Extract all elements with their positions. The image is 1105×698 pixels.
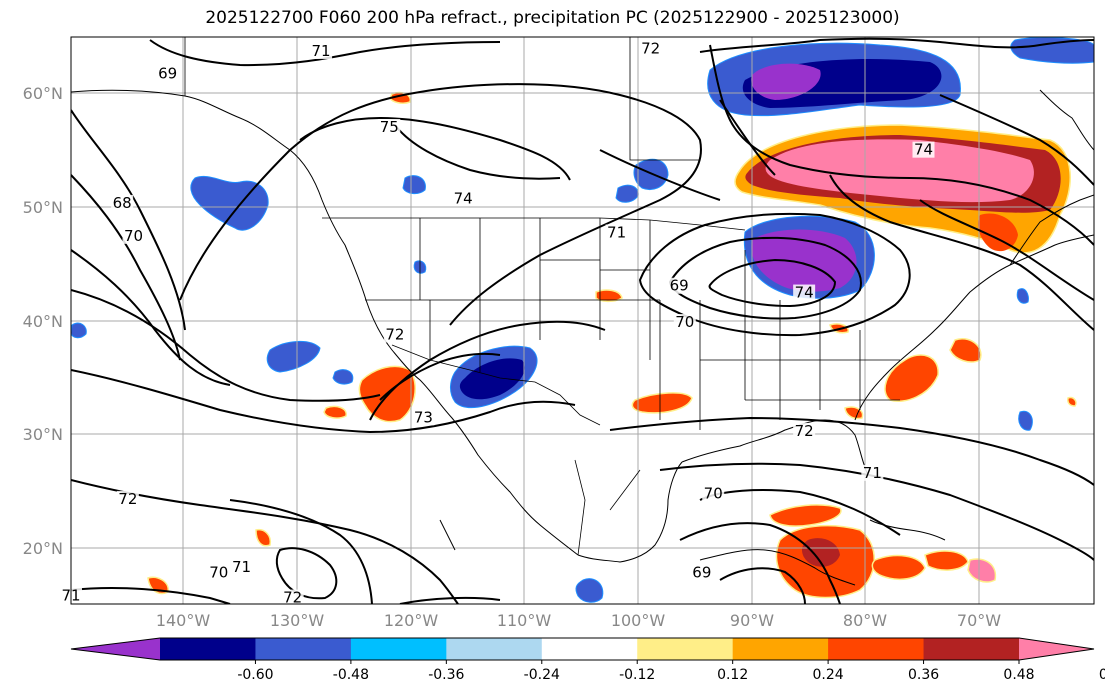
contour-label: 69	[158, 65, 177, 83]
contour-label-bg	[793, 284, 816, 301]
colorbar-extend-low	[71, 638, 160, 660]
colorbar-label: -0.60	[237, 667, 273, 683]
lon-label-110w: 110°W	[497, 611, 552, 630]
contour-label: 75	[380, 118, 399, 136]
contour-label-bg	[111, 194, 134, 211]
lon-label-80w: 80°W	[843, 611, 887, 630]
colorbar-label: 0.24	[813, 667, 844, 683]
lon-label-140w: 140°W	[156, 611, 211, 630]
colorbar-label: -0.24	[524, 667, 560, 683]
contour-label-bg	[156, 65, 179, 82]
contour-label: 69	[670, 277, 689, 295]
contour-label: 72	[118, 490, 137, 508]
contour-label-bg	[793, 422, 816, 439]
lon-label-90w: 90°W	[730, 611, 774, 630]
contour-label-bg	[378, 118, 401, 135]
lat-label-20n: 20°N	[23, 539, 63, 558]
contour-label-bg	[605, 224, 628, 241]
contour-label: 71	[607, 223, 626, 241]
contour-label: 74	[914, 141, 933, 159]
lat-label-60n: 60°N	[23, 84, 63, 103]
contour-label: 71	[312, 42, 331, 60]
contour-label-bg	[412, 409, 435, 426]
contour-label: 72	[283, 589, 302, 607]
longitude-labels: 140°W 130°W 120°W 110°W 100°W 90°W 80°W …	[156, 611, 1001, 630]
contour-label-bg	[639, 40, 662, 57]
colorbar: -0.60 -0.48 -0.36 -0.24 -0.12 0.12 0.24 0.36 0.4…	[70, 637, 1105, 683]
colorbar-segment	[160, 638, 256, 660]
contour-label-bg	[310, 43, 333, 60]
contour-label: 74	[454, 189, 473, 207]
colorbar-segment	[828, 638, 925, 660]
contour-label: 69	[692, 564, 711, 582]
contour-label-bg	[122, 227, 145, 244]
contour-label-bg	[383, 326, 406, 343]
contour-label: 73	[414, 408, 433, 426]
contour-label-bg	[281, 589, 304, 606]
colorbar-outline	[70, 637, 1095, 661]
contour-label: 71	[863, 464, 882, 482]
colorbar-label: 0.48	[1003, 667, 1034, 683]
colorbar-extend-high	[1019, 638, 1094, 660]
contour-label: 70	[675, 313, 694, 331]
map-title: 2025122700 F060 200 hPa refract., precip…	[205, 8, 900, 28]
contour-label-bg	[116, 490, 139, 507]
contour-label-bg	[668, 277, 691, 294]
gridlines	[71, 37, 1094, 604]
contour-label: 72	[641, 40, 660, 58]
contour-label-bg	[207, 564, 230, 581]
colorbar-segment	[637, 638, 734, 660]
map-border	[70, 36, 1095, 605]
latitude-labels: 60°N 50°N 40°N 30°N 20°N	[23, 84, 63, 558]
colorbar-label: -0.48	[333, 667, 369, 683]
contour-label: 70	[704, 484, 723, 502]
lon-label-120w: 120°W	[384, 611, 439, 630]
lat-label-50n: 50°N	[23, 198, 63, 217]
contour-label-bg	[912, 141, 935, 158]
lat-label-30n: 30°N	[23, 425, 63, 444]
contour-label-bg	[690, 564, 713, 581]
contour-label-bg	[702, 485, 725, 502]
colorbar-label: 0.36	[908, 667, 939, 683]
contour-label-bg	[673, 314, 696, 331]
lon-label-70w: 70°W	[957, 611, 1001, 630]
refractivity-contours	[71, 37, 1094, 604]
lon-label-130w: 130°W	[270, 611, 325, 630]
colorbar-segment	[541, 638, 638, 660]
colorbar-segment	[732, 638, 829, 660]
contour-label-bg	[452, 190, 475, 207]
contour-label: 71	[232, 558, 251, 576]
colorbar-label: 0.12	[717, 667, 748, 683]
contour-label: 72	[385, 326, 404, 344]
contour-label: 68	[113, 194, 132, 212]
lon-label-100w: 100°W	[611, 611, 666, 630]
contour-label: 74	[795, 284, 814, 302]
colorbar-segment	[255, 638, 352, 660]
contour-label-bg	[230, 558, 253, 575]
precip-positive-areas	[147, 91, 1077, 599]
colorbar-segment	[446, 638, 543, 660]
contour-label: 72	[795, 422, 814, 440]
colorbar-label: -0.12	[619, 667, 655, 683]
contour-label: 70	[209, 564, 228, 582]
colorbar-segment	[350, 638, 447, 660]
lat-label-40n: 40°N	[23, 312, 63, 331]
coastlines	[71, 89, 1094, 586]
colorbar-label: -0.36	[428, 667, 464, 683]
colorbar-label: 0.60	[1099, 667, 1105, 683]
contour-label-bg	[861, 464, 884, 481]
contour-label: 70	[124, 227, 143, 245]
colorbar-segment	[923, 638, 1020, 660]
